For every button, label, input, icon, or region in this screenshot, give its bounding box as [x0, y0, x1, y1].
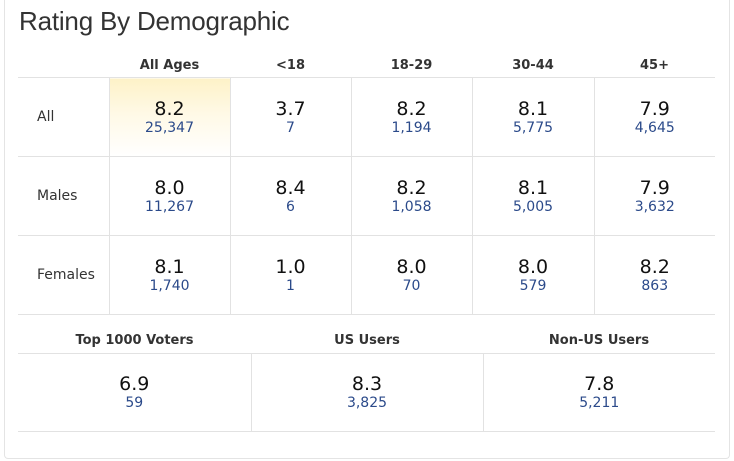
rating-value: 8.4: [275, 176, 306, 199]
vote-count-link[interactable]: 6: [286, 198, 295, 215]
vote-count-link[interactable]: 70: [402, 277, 421, 294]
vote-count-link[interactable]: 3,632: [634, 198, 675, 215]
rating-value: 8.1: [517, 176, 549, 199]
rating-value: 8.2: [396, 176, 427, 199]
rating-value: 8.0: [517, 255, 549, 278]
row-label-females: Females: [18, 235, 110, 315]
vote-count-link[interactable]: 5,211: [579, 395, 620, 411]
rating-value: 8.1: [154, 255, 185, 278]
vote-count-link[interactable]: 7: [286, 119, 295, 136]
rating-cell[interactable]: 3.7 7: [229, 77, 352, 157]
vote-count-link[interactable]: 3,825: [346, 395, 388, 411]
rating-value: 8.2: [639, 255, 670, 278]
column-header-us-users: US Users: [251, 328, 483, 354]
rating-cell[interactable]: 8.3 3,825: [250, 353, 484, 432]
rating-cell[interactable]: 7.9 3,632: [593, 156, 715, 236]
rating-cell[interactable]: 8.0 11,267: [108, 156, 231, 236]
rating-cell[interactable]: 7.8 5,211: [482, 353, 715, 432]
column-header-30-44: 30-44: [472, 53, 594, 78]
vote-count-link[interactable]: 1: [286, 277, 295, 294]
column-header-45-plus: 45+: [594, 53, 715, 78]
rating-value: 7.8: [584, 373, 615, 395]
column-header-top-1000-voters: Top 1000 Voters: [18, 328, 251, 354]
rating-cell[interactable]: 7.9 4,645: [593, 77, 715, 157]
rating-value: 8.3: [351, 373, 383, 395]
vote-count-link[interactable]: 59: [125, 395, 144, 411]
column-header-non-us-users: Non-US Users: [483, 328, 715, 354]
column-header-18-29: 18-29: [351, 53, 472, 78]
group-header-row: Top 1000 Voters US Users Non-US Users: [18, 328, 715, 354]
column-header-under-18: <18: [230, 53, 351, 78]
rating-cell[interactable]: 8.2 1,058: [350, 156, 473, 236]
rating-value: 8.0: [396, 255, 427, 278]
rating-cell[interactable]: 8.2 1,194: [350, 77, 473, 157]
rating-cell[interactable]: 1.0 1: [229, 235, 352, 315]
rating-cell[interactable]: 8.1 1,740: [108, 235, 231, 315]
rating-value: 8.0: [154, 176, 185, 199]
rating-value: 8.2: [396, 97, 427, 120]
panel-title: Rating By Demographic: [19, 6, 290, 36]
rating-cell[interactable]: 6.9 59: [18, 353, 252, 432]
rating-cell[interactable]: 8.2 863: [593, 235, 715, 315]
row-all: All 8.2 25,347 3.7 7 8.2 1,194 8.1 5,775 7.9…: [18, 77, 715, 157]
rating-value: 1.0: [275, 255, 306, 278]
row-label-all: All: [18, 77, 110, 157]
vote-count-link[interactable]: 863: [641, 277, 669, 294]
vote-count-link[interactable]: 1,058: [391, 198, 432, 215]
vote-count-link[interactable]: 25,347: [145, 119, 194, 136]
vote-count-link[interactable]: 5,005: [512, 198, 554, 215]
rating-value: 3.7: [275, 97, 306, 120]
rating-value: 7.9: [639, 97, 670, 120]
rating-value: 7.9: [639, 176, 670, 199]
rating-value: 8.1: [517, 97, 549, 120]
user-group-table: Top 1000 Voters US Users Non-US Users 6.…: [18, 328, 715, 432]
vote-count-link[interactable]: 1,740: [149, 277, 190, 294]
column-header-all-ages: All Ages: [109, 53, 230, 78]
vote-count-link[interactable]: 1,194: [391, 119, 432, 136]
rating-cell[interactable]: 8.1 5,005: [471, 156, 595, 236]
demographic-table: All Ages <18 18-29 30-44 45+ All 8.2 25,3…: [18, 53, 715, 315]
rating-value: 6.9: [119, 373, 150, 395]
rating-cell[interactable]: 8.1 5,775: [471, 77, 595, 157]
vote-count-link[interactable]: 5,775: [512, 119, 554, 136]
vote-count-link[interactable]: 4,645: [634, 119, 675, 136]
row-females: Females 8.1 1,740 1.0 1 8.0 70 8.0 579 8.2 86…: [18, 235, 715, 315]
row-label-males: Males: [18, 156, 110, 236]
rating-cell[interactable]: 8.0 579: [471, 235, 595, 315]
vote-count-link[interactable]: 11,267: [145, 198, 194, 215]
age-header-row: All Ages <18 18-29 30-44 45+: [18, 53, 715, 78]
rating-value: 8.2: [154, 97, 185, 120]
corner-header: [18, 53, 109, 78]
row-males: Males 8.0 11,267 8.4 6 8.2 1,058 8.1 5,005 7…: [18, 156, 715, 236]
rating-cell[interactable]: 8.4 6: [229, 156, 352, 236]
group-values-row: 6.9 59 8.3 3,825 7.8 5,211: [18, 353, 715, 432]
rating-cell[interactable]: 8.2 25,347: [108, 77, 231, 157]
vote-count-link[interactable]: 579: [519, 277, 547, 294]
rating-cell[interactable]: 8.0 70: [350, 235, 473, 315]
